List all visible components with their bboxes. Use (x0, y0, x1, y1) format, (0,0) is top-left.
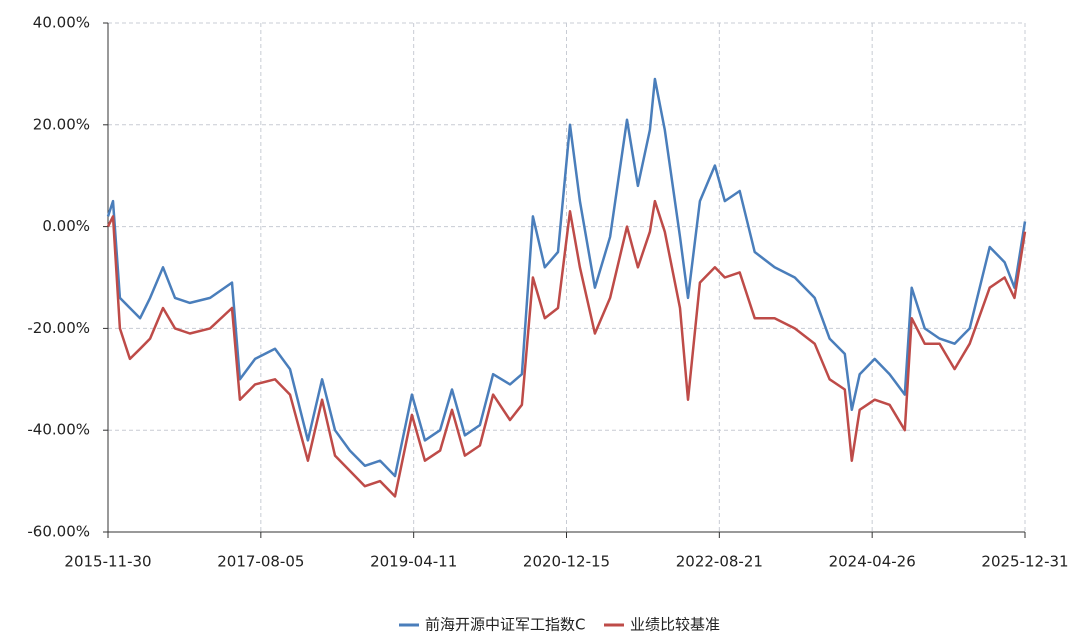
series-line (106, 77, 1027, 478)
y-tick-label: 40.00% (33, 14, 90, 32)
x-tick-label: 2017-08-05 (217, 553, 304, 571)
x-tick-label: 2025-12-31 (981, 553, 1068, 571)
x-tick-label: 2015-11-30 (64, 553, 151, 571)
x-tick-label: 2020-12-15 (523, 553, 610, 571)
legend-label: 业绩比较基准 (630, 616, 720, 634)
x-tick-label: 2024-04-26 (829, 553, 916, 571)
y-tick-label: -40.00% (27, 421, 90, 439)
series-line (106, 199, 1027, 498)
y-tick-label: -60.00% (27, 523, 90, 541)
y-tick-label: -20.00% (27, 319, 90, 337)
y-tick-label: 0.00% (42, 217, 90, 235)
legend-label: 前海开源中证军工指数C (425, 616, 585, 634)
x-tick-label: 2022-08-21 (676, 553, 763, 571)
y-tick-label: 20.00% (33, 115, 90, 133)
x-tick-label: 2019-04-11 (370, 553, 457, 571)
